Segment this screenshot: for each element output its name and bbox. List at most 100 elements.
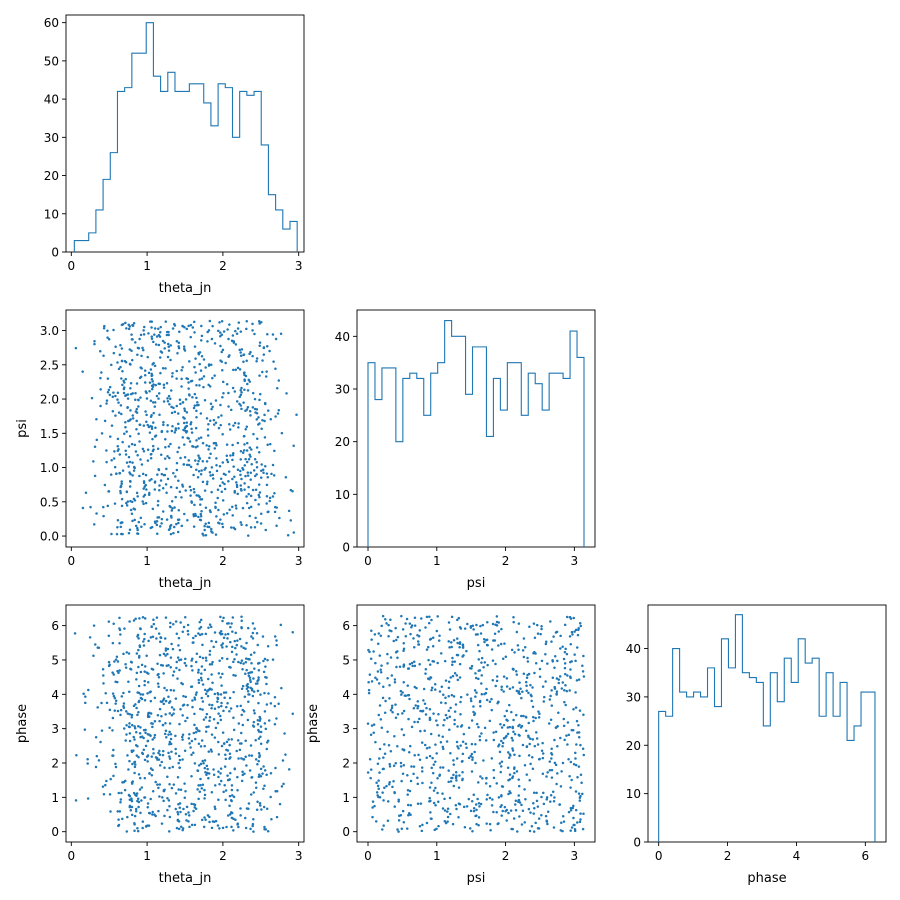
scatter-point [188,825,191,829]
scatter-point [500,803,503,807]
scatter-point [412,660,416,663]
scatter-point [569,668,572,671]
scatter-point [159,371,162,375]
scatter-point [223,742,226,745]
scatter-point [238,402,241,406]
scatter-point [262,346,266,349]
scatter-point [244,826,248,830]
scatter-point [74,346,78,350]
scatter-point [555,692,558,695]
scatter-point [236,639,239,642]
scatter-point [240,645,243,648]
scatter-point [184,695,187,699]
scatter-point [198,627,201,630]
scatter-point [263,825,266,829]
scatter-point [454,771,458,774]
scatter-point [222,616,225,620]
scatter-point [200,354,204,358]
scatter-point [472,807,476,810]
scatter-point [247,674,251,677]
scatter-point [416,782,420,786]
scatter-point [156,473,159,476]
scatter-point [181,704,185,707]
scatter-point [241,684,245,688]
scatter-point [141,616,145,619]
scatter-point [159,663,163,667]
scatter-point [227,738,230,741]
scatter-point [382,799,385,802]
scatter-point [207,383,210,387]
scatter-point [153,333,156,336]
scatter-point [267,692,270,695]
theta_jn-hist-xlabel: theta_jn [159,281,212,296]
scatter-point [215,444,218,447]
psi-vs-theta_jn-xtick-label: 1 [143,554,151,568]
scatter-point [581,747,585,750]
scatter-point [528,742,531,746]
phase-hist-xlabel: phase [747,871,786,886]
scatter-point [172,689,176,692]
scatter-point [175,340,179,343]
scatter-point [201,683,205,686]
scatter-point [500,814,503,817]
scatter-point [541,685,545,688]
scatter-point [446,820,449,823]
scatter-point [217,775,220,779]
scatter-point [236,468,240,471]
scatter-point [230,738,233,741]
scatter-point [537,817,541,820]
scatter-point [485,798,488,801]
scatter-point [574,751,577,755]
scatter-point [478,738,482,742]
scatter-point [259,476,263,479]
scatter-point [201,708,204,711]
scatter-point [250,689,254,692]
scatter-point [246,405,250,409]
scatter-point [248,410,252,413]
scatter-point [156,499,160,503]
scatter-point [116,391,120,394]
scatter-point [262,353,266,356]
scatter-point [169,737,173,741]
scatter-point [443,659,447,663]
scatter-point [416,633,419,637]
scatter-point [198,362,201,366]
scatter-point [194,660,198,664]
scatter-point [225,458,229,462]
scatter-point [553,654,557,658]
scatter-point [166,652,169,656]
scatter-point [174,792,178,795]
scatter-point [274,766,277,770]
scatter-point [480,674,483,677]
scatter-point [133,814,137,818]
scatter-point [503,805,507,809]
scatter-point [185,327,188,331]
scatter-point [256,689,260,693]
scatter-point [202,762,205,765]
scatter-point [254,411,257,414]
scatter-point [400,827,404,830]
scatter-point [198,495,201,499]
scatter-point [180,368,183,372]
scatter-point [168,722,172,725]
scatter-point [230,526,233,529]
scatter-point [135,754,139,757]
scatter-point [426,645,430,649]
scatter-point [567,810,571,814]
scatter-point [463,627,467,630]
scatter-point [447,780,450,784]
scatter-point [445,716,449,720]
scatter-point [436,776,439,780]
scatter-point [170,411,174,415]
scatter-point [135,652,139,655]
scatter-point [103,419,107,423]
scatter-point [195,494,198,497]
scatter-point [111,754,115,757]
scatter-point [413,664,417,668]
scatter-point [419,709,422,713]
scatter-point [130,442,134,446]
scatter-point [162,749,165,753]
scatter-point [235,481,238,484]
scatter-point [112,748,115,752]
scatter-point [483,640,486,644]
